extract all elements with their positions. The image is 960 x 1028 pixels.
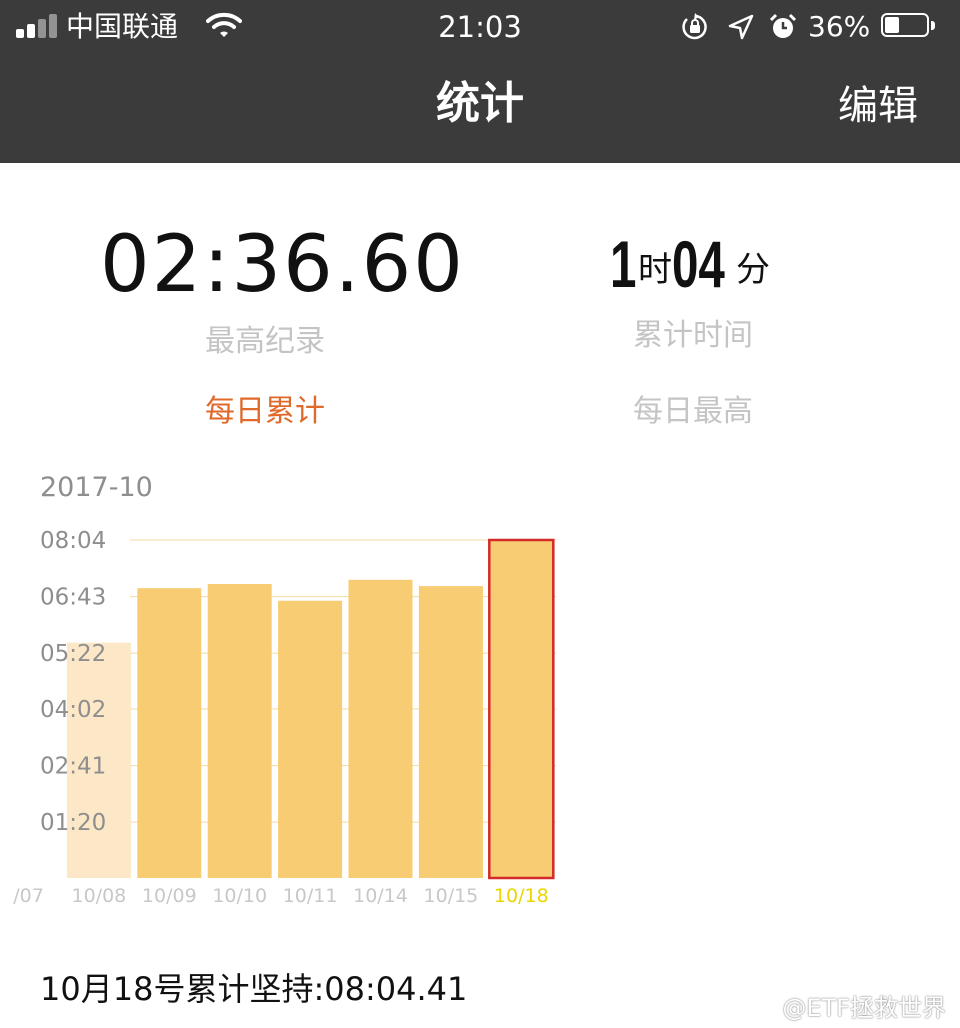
chart-bar[interactable]	[66, 642, 131, 878]
location-icon	[728, 14, 754, 40]
best-record-label: 最高纪录	[205, 324, 325, 359]
daily-summary: 10月18号累计坚持:08:04.41	[40, 970, 468, 1008]
total-minutes: 04	[672, 227, 725, 301]
x-tick-label: 10/15	[424, 885, 479, 907]
x-tick-label: 10/14	[353, 885, 408, 907]
wifi-icon	[206, 12, 242, 37]
chart-month-label: 2017-10	[40, 472, 153, 503]
y-tick-label: 02:41	[40, 754, 106, 780]
edit-button[interactable]: 编辑	[838, 83, 918, 129]
daily-bar-chart: /07 10/08 10/09 10/10 10/11 10/14 10/15 10/18 08…	[13, 528, 556, 907]
x-tick-label: 10/08	[72, 885, 127, 907]
x-tick-label: 10/11	[283, 885, 338, 907]
hours-unit: 时	[638, 250, 672, 290]
signal-icon	[16, 14, 60, 38]
alarm-icon	[769, 13, 797, 38]
chart-bar[interactable]	[278, 600, 343, 878]
carrier-name: 中国联通	[66, 10, 179, 43]
chart-bar[interactable]	[418, 586, 483, 878]
best-record-value: 02:36.60	[100, 220, 465, 310]
chart-bar[interactable]	[137, 588, 202, 878]
page-title: 统计	[436, 78, 524, 129]
status-bar: 中国联通 21:03 36%	[0, 0, 960, 56]
y-tick-label: 04:02	[40, 697, 106, 723]
chart-bar[interactable]	[348, 579, 413, 878]
x-tick-label: /07	[13, 885, 44, 907]
tab-daily-total[interactable]: 每日累计	[205, 394, 325, 429]
chart-bar[interactable]	[207, 583, 272, 878]
total-time-label: 累计时间	[633, 318, 753, 353]
x-tick-label: 10/10	[212, 885, 267, 907]
status-time: 21:03	[438, 10, 522, 44]
minutes-unit: 分	[736, 250, 770, 290]
y-tick-label: 08:04	[40, 528, 106, 554]
total-time-value: 1时04 分	[610, 224, 770, 304]
y-tick-label: 01:20	[40, 810, 106, 836]
y-tick-label: 06:43	[40, 585, 106, 611]
x-tick-label: 10/09	[142, 885, 197, 907]
y-tick-label: 05:22	[40, 641, 106, 667]
tab-daily-best[interactable]: 每日最高	[633, 394, 753, 429]
rotation-lock-icon	[682, 13, 707, 40]
top-bar: 中国联通 21:03 36% 统计 编辑	[0, 0, 960, 163]
battery-percent: 36%	[808, 10, 871, 43]
x-tick-label: 10/18	[494, 885, 549, 907]
battery-icon	[881, 13, 935, 39]
watermark: @ETF拯救世界	[782, 994, 946, 1022]
chart-bar[interactable]	[488, 538, 555, 880]
total-hours: 1	[610, 227, 637, 301]
